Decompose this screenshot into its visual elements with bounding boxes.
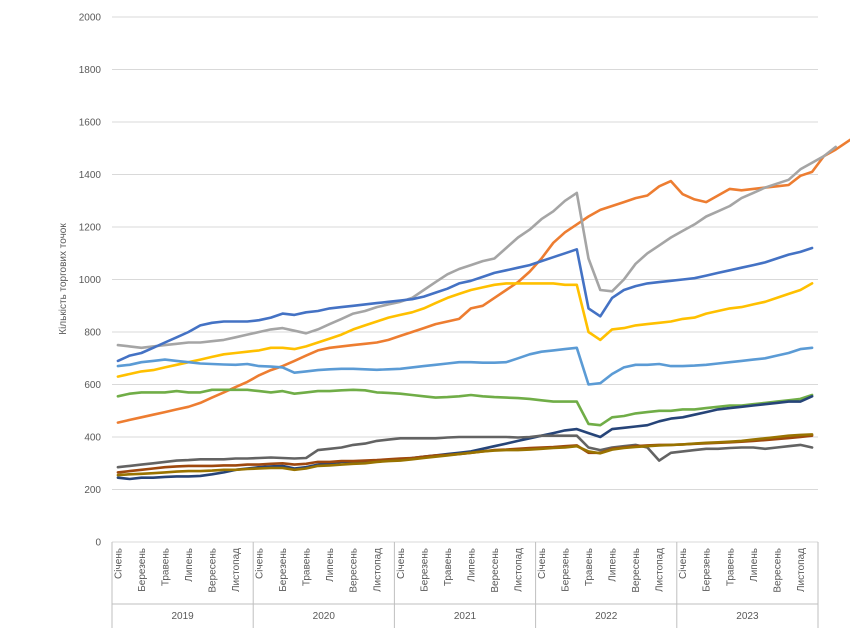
x-month-label: Травень bbox=[160, 548, 171, 586]
x-month-label: Березень bbox=[561, 548, 572, 592]
y-tick-label: 400 bbox=[84, 433, 101, 444]
series-line-5 bbox=[116, 346, 814, 386]
y-axis-title: Кількість торгових точок bbox=[58, 223, 69, 335]
x-year-label: 2023 bbox=[736, 611, 759, 622]
y-tick-label: 0 bbox=[95, 538, 101, 549]
series-lines bbox=[116, 138, 850, 481]
y-tick-label: 1800 bbox=[79, 65, 102, 76]
series-line-2 bbox=[116, 145, 838, 350]
series-line-10 bbox=[116, 433, 814, 477]
y-tick-label: 1200 bbox=[79, 223, 102, 234]
x-month-label: Березень bbox=[702, 548, 713, 592]
gridlines bbox=[112, 16, 818, 543]
series-line-6 bbox=[116, 388, 814, 427]
x-month-label: Травень bbox=[302, 548, 313, 586]
x-month-label: Листопад bbox=[372, 548, 383, 592]
x-month-label: Листопад bbox=[514, 548, 525, 592]
series-line-8 bbox=[116, 434, 814, 469]
x-month-label: Травень bbox=[443, 548, 454, 586]
x-month-label: Листопад bbox=[796, 548, 807, 592]
x-year-label: 2021 bbox=[454, 611, 477, 622]
y-tick-label: 1600 bbox=[79, 118, 102, 129]
x-month-label: Вересень bbox=[631, 548, 642, 593]
x-month-label: Вересень bbox=[349, 548, 360, 593]
y-tick-label: 200 bbox=[84, 485, 101, 496]
x-month-label: Липень bbox=[466, 548, 477, 582]
y-tick-label: 600 bbox=[84, 380, 101, 391]
y-tick-label: 800 bbox=[84, 328, 101, 339]
x-month-label: Вересень bbox=[772, 548, 783, 593]
series-line-3 bbox=[116, 246, 814, 363]
series-line-4 bbox=[116, 282, 814, 378]
x-month-label: Вересень bbox=[208, 548, 219, 593]
x-month-label: Січень bbox=[537, 548, 548, 579]
x-month-label: Березень bbox=[419, 548, 430, 592]
x-month-label: Липень bbox=[184, 548, 195, 582]
x-month-label: Березень bbox=[137, 548, 148, 592]
x-month-label: Січень bbox=[678, 548, 689, 579]
x-month-label: Листопад bbox=[231, 548, 242, 592]
x-month-label: Березень bbox=[278, 548, 289, 592]
series-line-1 bbox=[116, 138, 850, 424]
x-axis: Січень Березень Травень Липень Вересень Листо… bbox=[111, 542, 819, 628]
x-year-label: 2019 bbox=[171, 611, 194, 622]
y-tick-label: 2000 bbox=[79, 13, 102, 24]
x-month-label: Липень bbox=[325, 548, 336, 582]
x-month-label: Листопад bbox=[655, 548, 666, 592]
x-month-label: Січень bbox=[255, 548, 266, 579]
x-month-label: Травень bbox=[584, 548, 595, 586]
x-month-label: Травень bbox=[725, 548, 736, 586]
x-month-label: Січень bbox=[113, 548, 124, 579]
x-month-label: Липень bbox=[749, 548, 760, 582]
y-tick-label: 1400 bbox=[79, 170, 102, 181]
x-year-label: 2022 bbox=[595, 611, 618, 622]
x-month-label: Січень bbox=[396, 548, 407, 579]
y-tick-labels: 0 200 400 600 800 1000 1200 1400 1600 1800 2000 bbox=[79, 13, 102, 549]
y-tick-label: 1000 bbox=[79, 275, 102, 286]
x-month-label: Липень bbox=[608, 548, 619, 582]
x-month-label: Вересень bbox=[490, 548, 501, 593]
x-year-label: 2020 bbox=[313, 611, 336, 622]
